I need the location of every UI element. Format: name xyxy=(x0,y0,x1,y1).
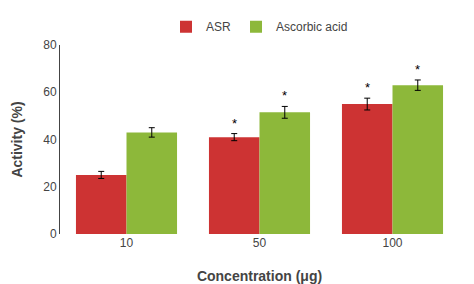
svg-text:60: 60 xyxy=(43,85,57,99)
svg-text:100: 100 xyxy=(382,236,402,250)
svg-text:Concentration (μg): Concentration (μg) xyxy=(197,268,322,284)
svg-text:*: * xyxy=(365,80,370,95)
svg-text:0: 0 xyxy=(50,227,57,241)
svg-text:50: 50 xyxy=(253,236,267,250)
svg-text:Activity (%): Activity (%) xyxy=(9,101,25,177)
svg-text:20: 20 xyxy=(43,180,57,194)
svg-text:*: * xyxy=(282,88,287,103)
svg-text:*: * xyxy=(232,116,237,131)
svg-text:Ascorbic acid: Ascorbic acid xyxy=(276,20,347,34)
svg-text:80: 80 xyxy=(43,38,57,52)
svg-text:ASR: ASR xyxy=(206,20,231,34)
svg-text:10: 10 xyxy=(120,236,134,250)
svg-text:40: 40 xyxy=(43,133,57,147)
svg-text:*: * xyxy=(415,62,420,77)
